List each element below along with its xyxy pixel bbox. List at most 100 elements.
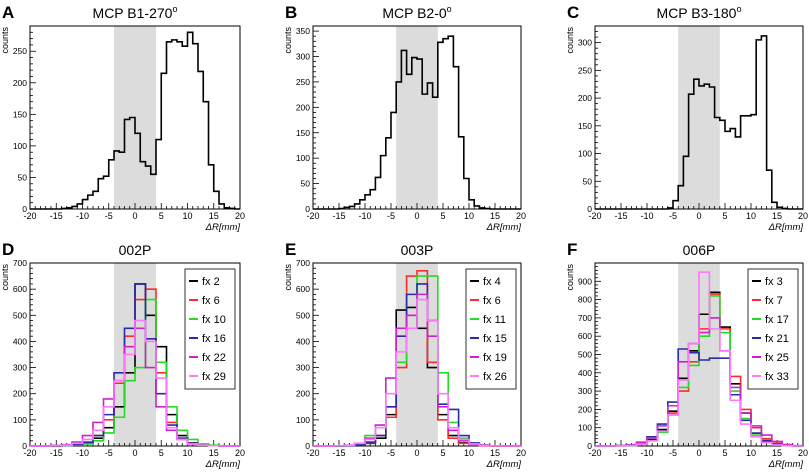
- x-tick-label: -15: [614, 211, 627, 221]
- x-tick-label: 15: [209, 211, 219, 221]
- panel-letter: A: [2, 3, 14, 22]
- legend-label: fx 3: [765, 276, 783, 288]
- y-tick-label: 0: [305, 204, 310, 214]
- y-tick-label: 100: [13, 415, 27, 425]
- legend-box: [184, 268, 236, 390]
- x-axis-label: ΔR[mm]: [768, 222, 804, 233]
- y-tick-label: 100: [296, 153, 310, 163]
- legend-label: fx 10: [202, 314, 226, 326]
- x-tick-label: -5: [387, 448, 395, 458]
- x-tick-label: 15: [490, 211, 500, 221]
- x-tick-label: 20: [798, 211, 808, 221]
- x-tick-label: 5: [440, 448, 445, 458]
- panel-c: -20 -15 -10 -5 0 5 10 15 20050100150200250300cou…: [565, 3, 808, 233]
- x-tick-label: 10: [464, 448, 474, 458]
- panel-letter: B: [285, 3, 297, 22]
- legend-label: fx 16: [202, 333, 226, 345]
- y-tick-label: 200: [13, 389, 27, 399]
- panel-title-superscript: o: [447, 4, 452, 14]
- x-tick-label: 20: [516, 448, 526, 458]
- x-tick-label: 20: [235, 211, 245, 221]
- x-tick-label: -20: [588, 448, 601, 458]
- x-tick-label: -10: [76, 211, 89, 221]
- y-tick-label: 700: [578, 313, 592, 323]
- legend-label: fx 22: [202, 352, 226, 364]
- y-tick-label: 100: [13, 141, 27, 151]
- y-tick-label: 600: [13, 284, 27, 294]
- y-tick-label: 400: [13, 336, 27, 346]
- y-tick-label: 500: [296, 310, 310, 320]
- histogram-series-mcp-b3-180: [595, 35, 803, 210]
- x-tick-label: -10: [76, 448, 89, 458]
- x-tick-label: 0: [132, 211, 137, 221]
- x-tick-label: 5: [159, 211, 164, 221]
- panel-title-text: 002P: [119, 242, 152, 258]
- y-tick-label: 50: [18, 172, 28, 182]
- x-tick-label: 5: [722, 211, 727, 221]
- y-tick-label: 350: [296, 26, 310, 36]
- x-tick-label: -10: [358, 211, 371, 221]
- legend-label: fx 11: [483, 314, 506, 326]
- y-tick-label: 250: [13, 46, 27, 56]
- y-tick-label: 300: [296, 52, 310, 62]
- y-tick-label: 400: [296, 336, 310, 346]
- x-axis-label: ΔR[mm]: [486, 222, 522, 233]
- legend: fx 3 fx 7 fx 17 fx 21 fx 25 fx 33: [747, 268, 799, 390]
- x-tick-label: -15: [50, 448, 63, 458]
- x-tick-label: 20: [516, 211, 526, 221]
- y-tick-label: 300: [13, 363, 27, 373]
- histogram-series-fx-33: [595, 271, 803, 447]
- panel-title-superscript: o: [172, 4, 177, 14]
- x-axis-label: ΔR[mm]: [205, 459, 241, 470]
- legend-box: [465, 268, 517, 390]
- panel-letter: C: [567, 3, 579, 22]
- x-tick-label: 15: [490, 448, 500, 458]
- x-tick-label: 20: [235, 448, 245, 458]
- panel-b: -20 -15 -10 -5 0 5 10 15 20050100150200250300350…: [283, 3, 526, 233]
- x-tick-label: -5: [669, 448, 677, 458]
- x-axis-label: ΔR[mm]: [205, 222, 241, 233]
- y-tick-label: 900: [578, 276, 592, 286]
- x-tick-label: 15: [772, 211, 782, 221]
- y-tick-label: 100: [296, 415, 310, 425]
- legend: fx 4 fx 6 fx 11 fx 15 fx 19 fx 26: [465, 268, 517, 390]
- x-tick-label: -15: [614, 448, 627, 458]
- x-tick-label: -15: [332, 448, 345, 458]
- y-axis-label: counts: [283, 27, 293, 54]
- x-tick-label: -20: [588, 211, 601, 221]
- y-tick-label: 0: [587, 441, 592, 451]
- x-tick-label: 15: [772, 448, 782, 458]
- x-tick-label: -5: [669, 211, 677, 221]
- panel-a: -20 -15 -10 -5 0 5 10 15 20050100150200250counts…: [0, 3, 245, 233]
- histogram-series-mcp-b1-270: [30, 31, 240, 210]
- y-tick-label: 300: [578, 38, 592, 48]
- y-tick-label: 0: [305, 441, 310, 451]
- legend-label: fx 2: [202, 276, 220, 288]
- panel-title: 006P: [683, 242, 716, 258]
- x-tick-label: 10: [746, 448, 756, 458]
- y-tick-label: 200: [578, 93, 592, 103]
- y-axis-label: counts: [283, 264, 293, 291]
- panel-letter: E: [285, 240, 296, 259]
- y-axis-label: counts: [565, 264, 575, 291]
- y-axis-label: counts: [565, 27, 575, 54]
- histogram-series-fx-29: [30, 319, 240, 447]
- panel-title: 002P: [119, 242, 152, 258]
- y-tick-label: 150: [578, 121, 592, 131]
- panel-title-superscript: o: [736, 4, 741, 14]
- y-tick-label: 400: [578, 368, 592, 378]
- x-tick-label: 5: [159, 448, 164, 458]
- x-tick-label: -5: [105, 448, 113, 458]
- legend-label: fx 29: [202, 371, 226, 383]
- y-tick-label: 700: [13, 258, 27, 268]
- x-tick-label: -5: [387, 211, 395, 221]
- x-tick-label: 0: [414, 448, 419, 458]
- panel-title: 003P: [401, 242, 434, 258]
- y-tick-label: 100: [578, 423, 592, 433]
- y-tick-label: 200: [13, 78, 27, 88]
- panel-title-text: 003P: [401, 242, 434, 258]
- legend-label: fx 7: [765, 295, 783, 307]
- panel-title-text: MCP B1-270: [93, 5, 173, 21]
- y-tick-label: 100: [578, 149, 592, 159]
- y-tick-label: 250: [296, 77, 310, 87]
